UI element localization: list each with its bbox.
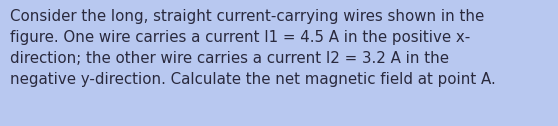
Text: Consider the long, straight current-carrying wires shown in the
figure. One wire: Consider the long, straight current-carr… (10, 9, 496, 87)
